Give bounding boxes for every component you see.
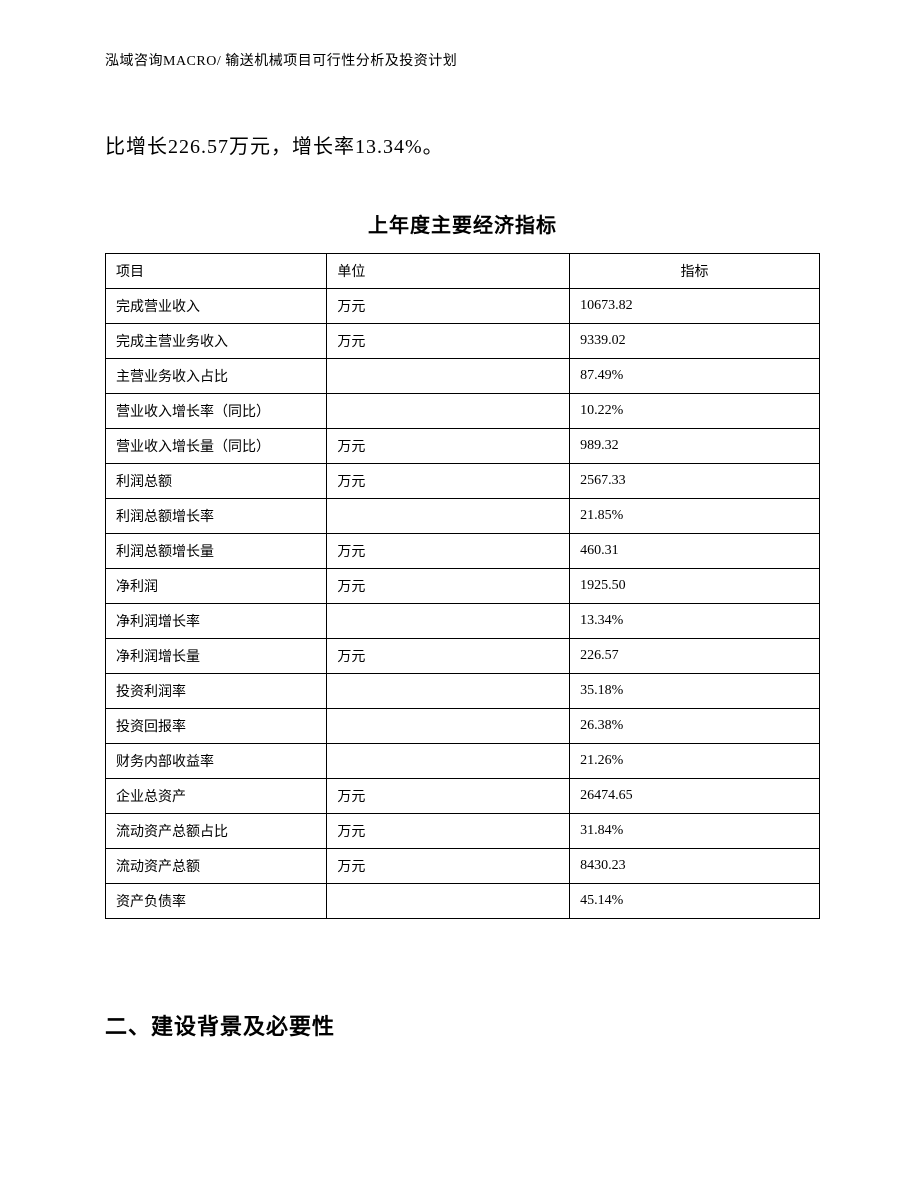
table-cell: 21.85% — [570, 499, 820, 534]
table-cell — [327, 709, 570, 744]
table-cell: 营业收入增长量（同比） — [106, 429, 327, 464]
table-cell: 9339.02 — [570, 324, 820, 359]
column-header-unit: 单位 — [327, 254, 570, 289]
table-row: 营业收入增长率（同比） 10.22% — [106, 394, 820, 429]
table-cell: 21.26% — [570, 744, 820, 779]
column-header-project: 项目 — [106, 254, 327, 289]
table-body: 完成营业收入万元10673.82完成主营业务收入万元9339.02主营业务收入占… — [106, 289, 820, 919]
table-cell: 万元 — [327, 639, 570, 674]
table-cell: 万元 — [327, 569, 570, 604]
table-cell: 87.49% — [570, 359, 820, 394]
table-cell: 利润总额 — [106, 464, 327, 499]
table-row: 流动资产总额占比万元31.84% — [106, 814, 820, 849]
table-row: 净利润增长量万元226.57 — [106, 639, 820, 674]
page-header: 泓域咨询MACRO/ 输送机械项目可行性分析及投资计划 — [105, 50, 820, 70]
economic-indicators-table: 项目 单位 指标 完成营业收入万元10673.82完成主营业务收入万元9339.… — [105, 253, 820, 919]
table-cell: 万元 — [327, 429, 570, 464]
table-row: 净利润增长率 13.34% — [106, 604, 820, 639]
table-cell: 2567.33 — [570, 464, 820, 499]
table-cell: 万元 — [327, 849, 570, 884]
table-cell: 31.84% — [570, 814, 820, 849]
table-cell: 万元 — [327, 779, 570, 814]
table-cell: 利润总额增长量 — [106, 534, 327, 569]
table-cell: 投资回报率 — [106, 709, 327, 744]
table-row: 净利润万元1925.50 — [106, 569, 820, 604]
table-row: 财务内部收益率 21.26% — [106, 744, 820, 779]
table-cell: 营业收入增长率（同比） — [106, 394, 327, 429]
table-title: 上年度主要经济指标 — [105, 209, 820, 238]
table-cell: 完成主营业务收入 — [106, 324, 327, 359]
table-header-row: 项目 单位 指标 — [106, 254, 820, 289]
table-row: 投资回报率 26.38% — [106, 709, 820, 744]
table-cell — [327, 604, 570, 639]
table-cell: 989.32 — [570, 429, 820, 464]
table-cell: 10673.82 — [570, 289, 820, 324]
table-cell — [327, 674, 570, 709]
table-row: 完成主营业务收入万元9339.02 — [106, 324, 820, 359]
table-cell: 460.31 — [570, 534, 820, 569]
intro-paragraph: 比增长226.57万元，增长率13.34%。 — [105, 130, 820, 159]
table-cell: 万元 — [327, 289, 570, 324]
table-cell: 资产负债率 — [106, 884, 327, 919]
column-header-indicator: 指标 — [570, 254, 820, 289]
table-cell: 1925.50 — [570, 569, 820, 604]
table-cell: 企业总资产 — [106, 779, 327, 814]
table-cell: 完成营业收入 — [106, 289, 327, 324]
table-row: 完成营业收入万元10673.82 — [106, 289, 820, 324]
table-cell: 流动资产总额占比 — [106, 814, 327, 849]
table-cell: 13.34% — [570, 604, 820, 639]
table-cell: 主营业务收入占比 — [106, 359, 327, 394]
table-row: 利润总额增长量万元460.31 — [106, 534, 820, 569]
table-row: 资产负债率 45.14% — [106, 884, 820, 919]
table-cell: 利润总额增长率 — [106, 499, 327, 534]
table-cell: 万元 — [327, 814, 570, 849]
table-cell: 财务内部收益率 — [106, 744, 327, 779]
table-row: 主营业务收入占比 87.49% — [106, 359, 820, 394]
section-heading: 二、建设背景及必要性 — [105, 1009, 820, 1041]
table-row: 利润总额增长率 21.85% — [106, 499, 820, 534]
table-row: 营业收入增长量（同比）万元989.32 — [106, 429, 820, 464]
table-row: 流动资产总额万元8430.23 — [106, 849, 820, 884]
table-row: 利润总额万元2567.33 — [106, 464, 820, 499]
table-cell: 万元 — [327, 534, 570, 569]
table-cell: 26.38% — [570, 709, 820, 744]
table-cell — [327, 499, 570, 534]
table-cell: 净利润增长率 — [106, 604, 327, 639]
table-cell — [327, 359, 570, 394]
table-row: 企业总资产万元26474.65 — [106, 779, 820, 814]
table-cell: 万元 — [327, 464, 570, 499]
table-cell: 10.22% — [570, 394, 820, 429]
table-cell: 净利润增长量 — [106, 639, 327, 674]
table-cell: 净利润 — [106, 569, 327, 604]
table-cell: 8430.23 — [570, 849, 820, 884]
table-cell: 26474.65 — [570, 779, 820, 814]
table-cell: 流动资产总额 — [106, 849, 327, 884]
table-cell — [327, 394, 570, 429]
table-cell: 45.14% — [570, 884, 820, 919]
table-cell: 投资利润率 — [106, 674, 327, 709]
table-cell: 万元 — [327, 324, 570, 359]
table-cell: 226.57 — [570, 639, 820, 674]
table-row: 投资利润率 35.18% — [106, 674, 820, 709]
table-cell: 35.18% — [570, 674, 820, 709]
table-cell — [327, 744, 570, 779]
table-cell — [327, 884, 570, 919]
